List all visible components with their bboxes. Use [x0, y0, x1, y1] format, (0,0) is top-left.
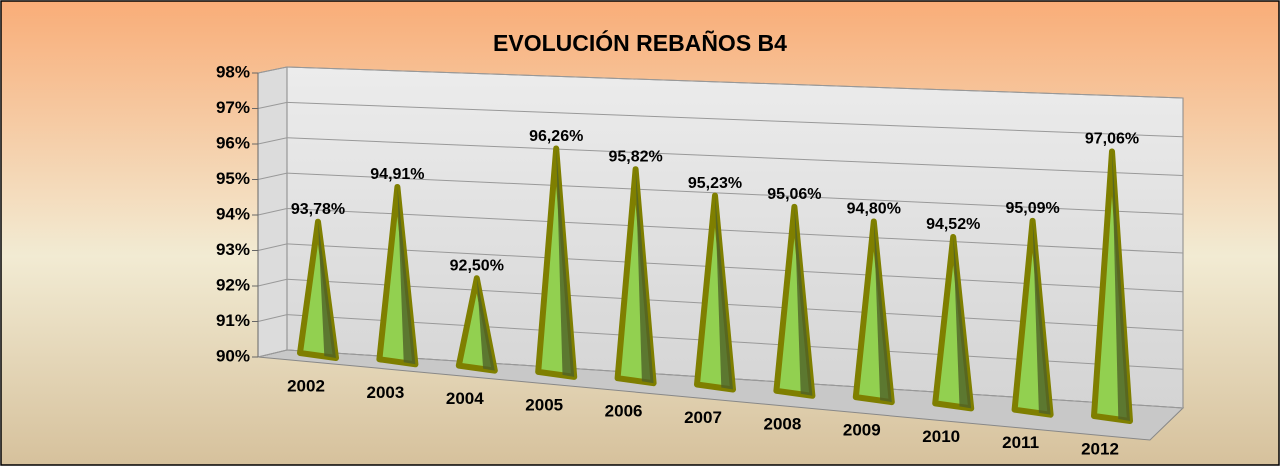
x-tick-label: 2002 — [287, 376, 325, 395]
grid-line — [257, 278, 288, 287]
x-tick-label: 2008 — [763, 414, 801, 433]
bar-shade — [715, 195, 733, 390]
value-label: 92,50% — [450, 257, 504, 274]
value-label: 95,23% — [688, 175, 742, 192]
y-tick-label: 97% — [216, 98, 250, 117]
bar-shade — [873, 221, 892, 403]
grid-line — [257, 243, 288, 251]
grid-line — [257, 349, 288, 358]
x-tick-label: 2007 — [684, 408, 722, 427]
bar-shade — [318, 221, 336, 358]
bar-shade — [1032, 220, 1051, 415]
x-tick-label: 2012 — [1081, 439, 1119, 458]
grid-line — [257, 137, 288, 145]
x-tick-label: 2009 — [843, 421, 881, 440]
y-tick-label: 95% — [216, 169, 250, 188]
bar-shade — [794, 206, 813, 396]
x-tick-label: 2006 — [605, 402, 643, 421]
bar-shade — [953, 237, 972, 409]
grid-line — [257, 66, 288, 74]
bar-shade — [556, 148, 575, 377]
bar-shade — [397, 186, 416, 365]
value-label: 95,06% — [767, 186, 821, 203]
x-tick-label: 2010 — [922, 427, 960, 446]
bar-shade — [1112, 151, 1130, 422]
bar-shade — [476, 278, 495, 371]
value-label: 94,91% — [370, 166, 424, 183]
y-tick-label: 93% — [216, 240, 250, 259]
y-tick-label: 96% — [216, 133, 250, 152]
grid-line — [286, 137, 1184, 176]
value-label: 94,52% — [926, 216, 980, 233]
plot-area: 90% 91% 92% 93% 94% 95% 96% 97% 98% 93,78% 2002 94,… — [216, 62, 1184, 458]
value-label: 95,09% — [1005, 200, 1059, 217]
back-wall — [286, 66, 1184, 409]
value-label: 96,26% — [529, 128, 583, 145]
bar-shade — [635, 169, 654, 384]
x-tick-label: 2011 — [1002, 433, 1039, 452]
y-tick-label: 94% — [216, 204, 250, 223]
grid-line — [286, 101, 1184, 138]
grid-line — [286, 172, 1184, 215]
y-tick-label: 91% — [216, 311, 250, 330]
grid-line — [257, 101, 288, 109]
value-label: 95,82% — [608, 148, 662, 165]
grid-line — [257, 314, 288, 322]
chart-title: EVOLUCIÓN REBAÑOS B4 — [493, 29, 787, 56]
grid-line — [257, 208, 288, 216]
x-tick-label: 2005 — [525, 395, 563, 414]
y-tick-label: 92% — [216, 275, 250, 294]
x-tick-label: 2004 — [446, 389, 484, 408]
y-tick-label: 98% — [216, 62, 250, 81]
value-label: 93,78% — [291, 201, 345, 218]
y-tick-label: 90% — [216, 346, 250, 365]
grid-line — [257, 172, 288, 180]
value-label: 94,80% — [847, 201, 901, 218]
grid-line — [286, 66, 1184, 99]
x-tick-label: 2003 — [366, 383, 404, 402]
value-label: 97,06% — [1085, 131, 1139, 148]
